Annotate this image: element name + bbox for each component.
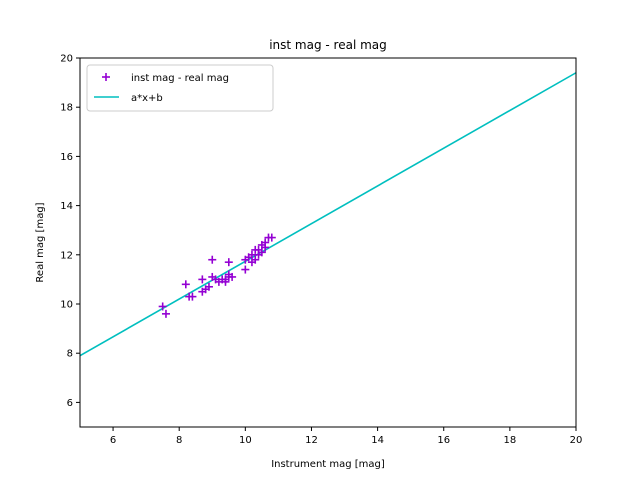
data-point: [267, 233, 276, 242]
data-point: [251, 255, 260, 264]
y-tick-label: 16: [60, 152, 73, 163]
chart-title: inst mag - real mag: [269, 38, 387, 52]
data-point: [208, 255, 217, 264]
y-tick-label: 20: [60, 54, 73, 65]
data-point: [188, 292, 197, 301]
x-tick-label: 14: [371, 435, 384, 446]
y-tick-label: 6: [67, 398, 73, 409]
y-axis: 6 8 10 12 14 16 18 20: [60, 54, 80, 409]
data-point: [221, 277, 230, 286]
data-point: [224, 258, 233, 267]
x-axis: 6 8 10 12 14 16 18 20: [110, 427, 582, 446]
y-tick-label: 10: [60, 300, 73, 311]
legend: inst mag - real mag a*x+b: [86, 64, 274, 112]
x-tick-label: 10: [239, 435, 252, 446]
y-tick-label: 12: [60, 250, 73, 261]
x-tick-label: 6: [110, 435, 116, 446]
data-point: [228, 272, 237, 281]
axes-frame: [79, 57, 577, 428]
legend-label-line: a*x+b: [131, 93, 163, 104]
data-point: [241, 265, 250, 274]
x-tick-label: 16: [437, 435, 450, 446]
y-tick-label: 8: [67, 349, 73, 360]
data-point: [204, 282, 213, 291]
x-tick-label: 18: [503, 435, 516, 446]
data-point: [261, 243, 270, 252]
data-point: [257, 248, 266, 257]
x-axis-label: Instrument mag [mag]: [271, 459, 385, 470]
x-tick-label: 20: [570, 435, 583, 446]
legend-label-scatter: inst mag - real mag: [131, 73, 229, 84]
x-tick-label: 12: [305, 435, 318, 446]
legend-box: [86, 64, 274, 112]
y-tick-label: 18: [60, 103, 73, 114]
data-point: [181, 280, 190, 289]
data-point: [198, 275, 207, 284]
data-point: [161, 309, 170, 318]
plot-area: [80, 72, 576, 357]
legend-marker-scatter: [102, 73, 110, 81]
data-point: [158, 302, 167, 311]
x-tick-label: 8: [176, 435, 182, 446]
y-axis-label: Real mag [mag]: [35, 202, 46, 282]
y-tick-label: 14: [60, 201, 73, 212]
